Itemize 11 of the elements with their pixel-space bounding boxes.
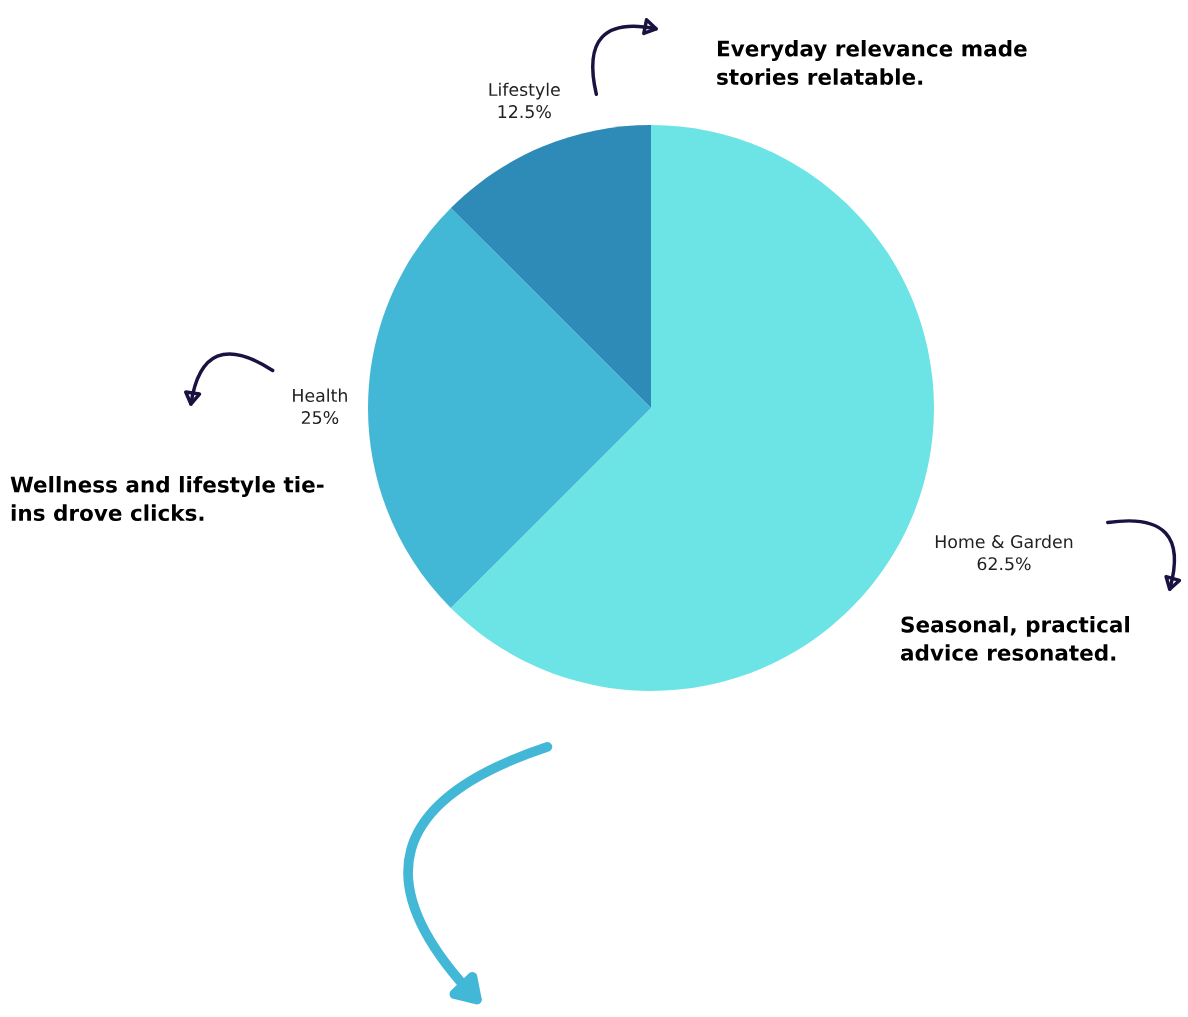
pie-slice: [368, 207, 651, 609]
slice-label: Home & Garden: [935, 534, 1073, 549]
pie-slice: [450, 125, 651, 408]
slice-label: Lifestyle: [489, 82, 560, 100]
data-label: 25%: [301, 410, 339, 425]
data-label: 62.5%: [977, 557, 1031, 571]
text: Seasonal, practical advice resonated.: [900, 616, 1129, 661]
text: Everyday relevance made stories relatable.: [717, 40, 1027, 86]
text: Wellness and lifestyle tie- ins drove clicks.: [10, 476, 324, 522]
data-label: 12.5%: [498, 105, 551, 119]
slice-label: Health: [293, 388, 347, 402]
